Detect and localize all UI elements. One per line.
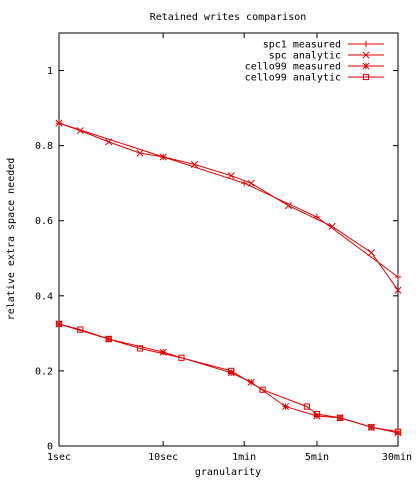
series-spc-analytic bbox=[55, 119, 402, 294]
legend-marker bbox=[362, 51, 370, 59]
data-point bbox=[394, 273, 402, 281]
series-group bbox=[55, 119, 402, 437]
data-point bbox=[228, 367, 235, 375]
chart-title: Retained writes comparison bbox=[150, 12, 307, 23]
data-point bbox=[55, 119, 63, 127]
legend-entry: spc analytic bbox=[269, 51, 384, 62]
data-point bbox=[77, 326, 84, 333]
legend-entry: cello99 analytic bbox=[245, 73, 384, 84]
data-point bbox=[178, 354, 185, 361]
y-tick-label: 0 bbox=[47, 442, 53, 453]
legend-label: spc1 measured bbox=[263, 40, 341, 51]
legend-entry: cello99 measured bbox=[245, 62, 384, 73]
legend-label: cello99 analytic bbox=[245, 73, 341, 84]
data-point bbox=[76, 127, 84, 135]
y-tick-label: 0.6 bbox=[35, 216, 53, 227]
data-point bbox=[227, 172, 235, 180]
data-point bbox=[328, 222, 336, 230]
series-cello99-analytic bbox=[55, 320, 402, 435]
data-point bbox=[336, 414, 344, 421]
data-point bbox=[55, 320, 63, 328]
data-point bbox=[105, 335, 112, 343]
data-point bbox=[136, 149, 144, 157]
x-tick-label: 10sec bbox=[148, 452, 178, 463]
y-axis-label: relative extra space needed bbox=[6, 158, 17, 321]
legend-label: cello99 measured bbox=[245, 62, 341, 73]
legend-marker bbox=[362, 73, 370, 81]
data-point bbox=[367, 249, 375, 257]
legend-marker bbox=[362, 62, 370, 70]
data-point bbox=[394, 428, 402, 435]
data-point bbox=[303, 403, 310, 410]
data-point bbox=[190, 160, 199, 168]
y-tick-label: 1 bbox=[47, 66, 53, 77]
plot-frame bbox=[58, 32, 399, 447]
y-tick-label: 0.2 bbox=[35, 366, 53, 377]
series-line bbox=[58, 122, 399, 278]
data-point bbox=[313, 410, 321, 418]
y-tick-label: 0.8 bbox=[35, 141, 53, 152]
x-tick-label: 1sec bbox=[47, 452, 71, 463]
data-point bbox=[259, 386, 266, 393]
x-tick-label: 1min bbox=[232, 452, 256, 463]
series-line bbox=[58, 122, 399, 291]
data-point bbox=[159, 153, 167, 161]
x-tick-label: 5min bbox=[305, 452, 329, 463]
data-point bbox=[394, 286, 402, 294]
legend-label: spc analytic bbox=[269, 51, 341, 62]
y-tick-label: 0.4 bbox=[35, 291, 53, 302]
data-point bbox=[282, 403, 290, 411]
x-tick-label: 30min bbox=[382, 452, 412, 463]
data-point bbox=[136, 345, 144, 352]
series-line bbox=[58, 323, 399, 433]
series-cello99-measured bbox=[55, 320, 402, 437]
data-point bbox=[368, 424, 375, 431]
legend-entry: spc1 measured bbox=[263, 40, 384, 51]
data-point bbox=[247, 179, 255, 187]
series-spc1-measured bbox=[55, 119, 402, 281]
axes: 0 0.2 0.4 0.6 0.8 1 1sec 10sec 1min 5min 30min bbox=[35, 33, 412, 463]
x-axis-label: granularity bbox=[195, 467, 261, 478]
legend-marker bbox=[362, 40, 370, 48]
data-point bbox=[284, 202, 293, 210]
data-point bbox=[105, 138, 113, 146]
